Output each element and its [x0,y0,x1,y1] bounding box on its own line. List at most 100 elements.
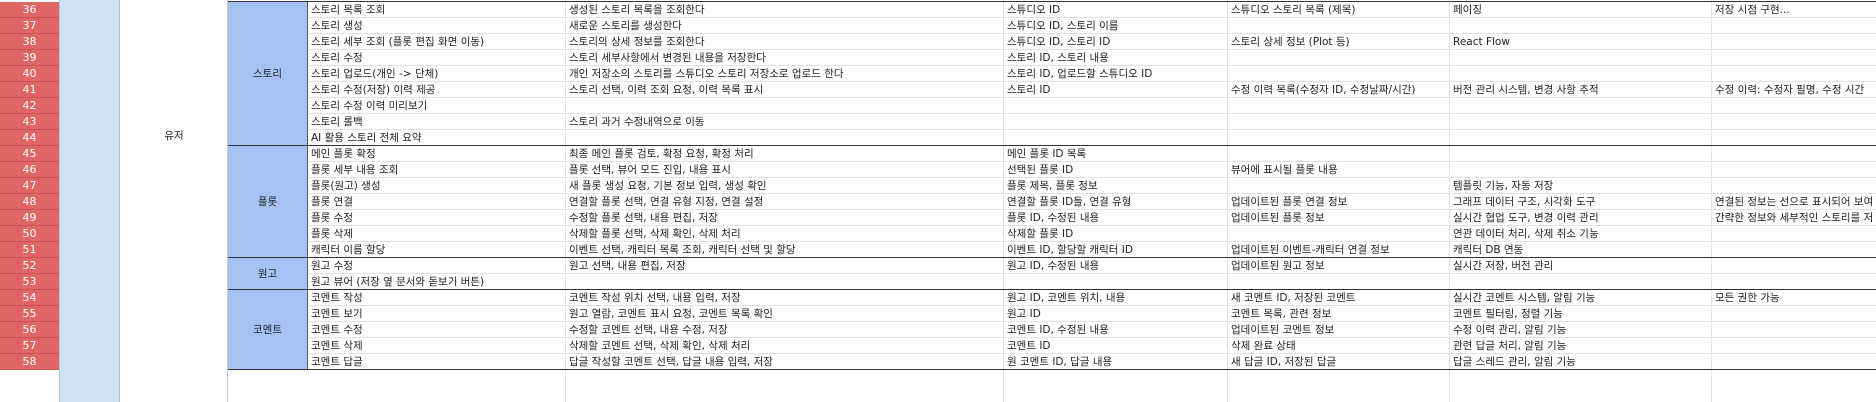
cell-output[interactable]: 뷰어에 표시될 플롯 내용 [1231,164,1338,176]
cell-output[interactable]: 스튜디오 스토리 목록 (제목) [1231,4,1356,16]
cell-output[interactable]: 삭제 완료 상태 [1231,340,1296,352]
cell-tech[interactable]: React Flow [1453,36,1510,48]
cell-input[interactable]: 플롯 제목, 플롯 정보 [1007,180,1098,192]
cell-description[interactable]: 스토리 선택, 이력 조회 요청, 이력 목록 표시 [569,84,764,96]
cell-description[interactable]: 수정할 플롯 선택, 내용 편집, 저장 [569,212,718,224]
row-number[interactable]: 44 [0,130,59,146]
cell-tech[interactable] [1450,162,1712,178]
cell-input[interactable]: 연결할 플롯 ID들, 연결 유형 [1007,196,1132,208]
cell-output[interactable] [1228,114,1450,130]
cell-description[interactable]: 스토리의 상세 정보를 조회한다 [569,36,705,48]
cell-input[interactable] [1004,274,1228,290]
row-number[interactable]: 45 [0,146,59,162]
cell-tech[interactable] [1450,18,1712,34]
row-number[interactable]: 58 [0,354,59,370]
cell-output[interactable] [1228,98,1450,114]
cell-note[interactable] [1712,34,1876,50]
cell-note[interactable] [1712,226,1876,242]
sub-category-label[interactable]: 유저 [164,130,184,142]
cell-note[interactable] [1712,306,1876,322]
cell-note[interactable] [1712,322,1876,338]
cell-tech[interactable]: 실시간 코멘트 시스템, 알림 기능 [1453,292,1596,304]
cell-description[interactable]: 플롯 선택, 뷰어 모드 진입, 내용 표시 [569,164,731,176]
cell-tech[interactable] [1450,114,1712,130]
cell-note[interactable] [1712,274,1876,290]
cell-description[interactable]: 코멘트 작성 위치 선택, 내용 입력, 저장 [569,292,741,304]
cell-note[interactable] [1712,130,1876,146]
column-c[interactable] [120,0,228,402]
category-cell[interactable]: 원고 [228,258,308,290]
row-number[interactable]: 57 [0,338,59,354]
cell-output[interactable] [1228,178,1450,194]
cell-description[interactable]: 연결할 플롯 선택, 연결 유형 지정, 연결 설정 [569,196,764,208]
cell-description[interactable]: 답글 작성할 코멘트 선택, 답글 내용 입력, 저장 [569,356,773,368]
cell-input[interactable] [1004,98,1228,114]
cell-tech[interactable] [1450,130,1712,146]
cell-description[interactable]: 최종 메인 플롯 검토, 확정 요청, 확정 처리 [569,148,754,160]
cell-input[interactable]: 코멘트 ID, 수정된 내용 [1007,324,1109,336]
cell-description[interactable]: 스토리 세부사항에서 변경된 내용을 저장한다 [569,52,766,64]
cell-description[interactable]: 개인 저장소의 스토리를 스튜디오 스토리 저장소로 업로드 한다 [569,68,844,80]
cell-output[interactable]: 새 답글 ID, 저장된 답글 [1231,356,1337,368]
row-number[interactable]: 46 [0,162,59,178]
cell-input[interactable]: 삭제할 플롯 ID [1007,228,1074,240]
cell-feature[interactable]: 원고 수정 [311,260,353,272]
cell-output[interactable] [1228,66,1450,82]
row-number[interactable]: 41 [0,82,59,98]
cell-description[interactable]: 원고 열람, 코멘트 표시 요청, 코멘트 목록 확인 [569,308,773,320]
cell-output[interactable]: 새 코멘트 ID, 저장된 코멘트 [1231,292,1356,304]
cell-description[interactable]: 새로운 스토리를 생성한다 [569,20,682,32]
row-number[interactable]: 36 [0,2,59,18]
cell-description[interactable]: 원고 선택, 내용 편집, 저장 [569,260,686,272]
row-number[interactable]: 38 [0,34,59,50]
row-number[interactable]: 40 [0,66,59,82]
cell-note[interactable] [1712,162,1876,178]
cell-note[interactable] [1712,178,1876,194]
cell-note[interactable] [1712,18,1876,34]
cell-note[interactable]: 모든 권한 가능 [1715,292,1780,304]
cell-feature[interactable]: AI 활용 스토리 전체 요약 [311,132,422,144]
cell-output[interactable]: 업데이트된 플롯 연결 정보 [1231,196,1348,208]
cell-output[interactable]: 업데이트된 플롯 정보 [1231,212,1325,224]
cell-description[interactable] [566,130,1004,146]
cell-note[interactable]: 간략한 정보와 세부적인 스토리를 저 [1715,212,1874,224]
cell-input[interactable] [1004,114,1228,130]
cell-feature[interactable]: 메인 플롯 확정 [311,148,376,160]
cell-output[interactable] [1228,146,1450,162]
row-number[interactable]: 51 [0,242,59,258]
cell-tech[interactable] [1450,274,1712,290]
row-number[interactable]: 47 [0,178,59,194]
cell-feature[interactable]: 플롯(원고) 생성 [311,180,381,192]
cell-feature[interactable]: 원고 뷰어 (저장 옆 문서와 돋보기 버튼) [311,276,485,288]
cell-feature[interactable]: 스토리 업로드(개인 -> 단체) [311,68,439,80]
row-number[interactable]: 53 [0,274,59,290]
column-b-fill[interactable] [59,0,120,402]
row-number[interactable]: 43 [0,114,59,130]
cell-note[interactable] [1712,242,1876,258]
cell-note[interactable] [1712,258,1876,274]
cell-note[interactable]: 수정 이력: 수정자 필명, 수정 시간 [1715,84,1865,96]
cell-description[interactable]: 수정할 코멘트 선택, 내용 수정, 저장 [569,324,728,336]
cell-tech[interactable]: 실시간 협업 도구, 변경 이력 관리 [1453,212,1599,224]
row-number[interactable]: 42 [0,98,59,114]
cell-output[interactable] [1228,50,1450,66]
cell-input[interactable]: 스토리 ID, 스토리 내용 [1007,52,1109,64]
row-number[interactable]: 39 [0,50,59,66]
cell-tech[interactable]: 템플릿 기능, 자동 저장 [1453,180,1554,192]
cell-input[interactable]: 원 코멘트 ID, 답글 내용 [1007,356,1113,368]
category-cell[interactable]: 코멘트 [228,290,308,370]
cell-output[interactable]: 코멘트 목록, 관련 정보 [1231,308,1332,320]
cell-note[interactable] [1712,114,1876,130]
cell-description[interactable]: 생성된 스토리 목록을 조회한다 [569,4,705,16]
cell-feature[interactable]: 코멘트 보기 [311,308,363,320]
row-number[interactable]: 50 [0,226,59,242]
cell-output[interactable]: 스토리 상세 정보 (Plot 등) [1231,36,1350,48]
cell-description[interactable]: 삭제할 코멘트 선택, 삭제 확인, 삭제 처리 [569,340,751,352]
cell-description[interactable] [566,98,1004,114]
cell-tech[interactable] [1450,98,1712,114]
cell-output[interactable] [1228,274,1450,290]
cell-feature[interactable]: 스토리 세부 조회 (플롯 편집 화면 이동) [311,36,485,48]
cell-feature[interactable]: 코멘트 답글 [311,356,363,368]
cell-note[interactable] [1712,354,1876,370]
